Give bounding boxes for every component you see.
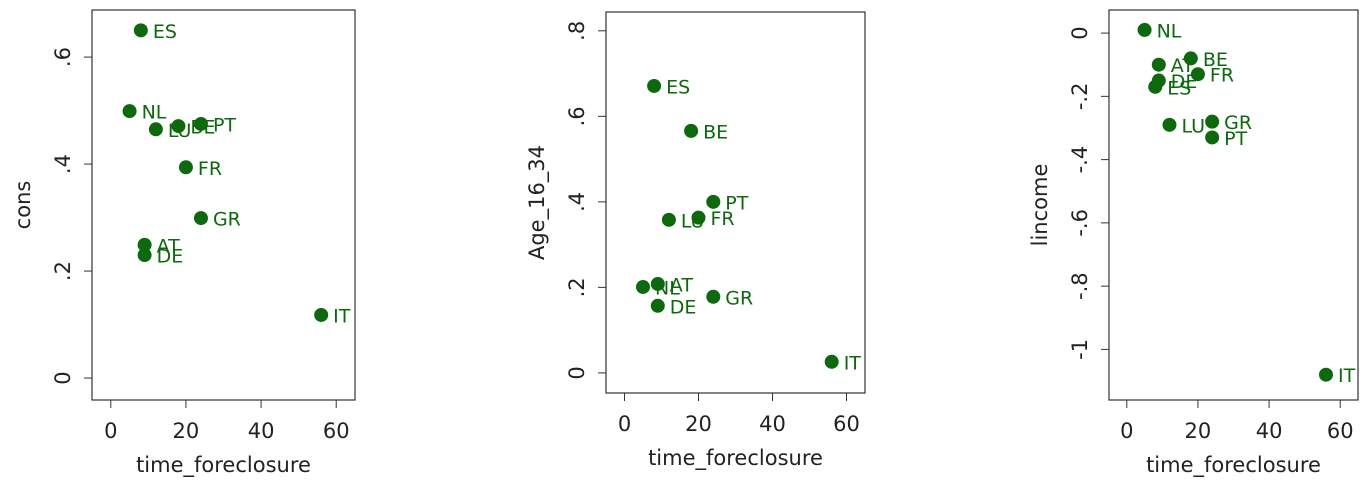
x-tick-label: 0 <box>618 412 631 436</box>
y-tick-label: -.6 <box>1068 209 1092 237</box>
point <box>647 78 662 93</box>
x-tick-label: 40 <box>1256 419 1283 443</box>
y-tick-label: -.8 <box>1068 272 1092 300</box>
point-label: FR <box>198 158 222 180</box>
y-tick-label: .8 <box>565 21 589 41</box>
point-label: AT <box>670 274 694 296</box>
point <box>1148 79 1163 94</box>
point <box>1205 130 1220 145</box>
point <box>684 123 699 138</box>
point <box>1205 114 1220 129</box>
point-label: NL <box>1157 20 1182 42</box>
x-axis-title: time_foreclosure <box>648 446 823 471</box>
point-label: PT <box>725 192 748 214</box>
y-axis-title: cons <box>11 181 35 230</box>
x-tick-label: 40 <box>759 412 786 436</box>
point <box>650 276 665 291</box>
point-label: GR <box>725 287 753 309</box>
point <box>650 298 665 313</box>
point <box>122 104 137 119</box>
x-tick-label: 60 <box>1327 419 1354 443</box>
y-tick-label: .6 <box>565 106 589 126</box>
point-label: ES <box>666 76 690 98</box>
point-label: ES <box>1167 77 1191 99</box>
point-label: GR <box>1224 112 1252 134</box>
point-label: PT <box>1224 128 1247 150</box>
point <box>1318 367 1333 382</box>
point <box>706 289 721 304</box>
y-tick-label: -.2 <box>1068 83 1092 111</box>
point-label: LU <box>1181 115 1205 137</box>
point <box>178 160 193 175</box>
point-label: BE <box>1203 49 1228 71</box>
point <box>148 122 163 137</box>
x-tick-label: 0 <box>104 419 117 443</box>
point-label: IT <box>844 352 862 374</box>
point <box>661 212 676 227</box>
x-tick-label: 20 <box>685 412 712 436</box>
point <box>137 248 152 263</box>
y-tick-label: -.4 <box>1068 146 1092 174</box>
point <box>1137 22 1152 37</box>
point-label: DE <box>670 296 697 318</box>
point-label: NL <box>142 102 167 124</box>
y-tick-label: .2 <box>565 277 589 297</box>
x-tick-label: 60 <box>323 419 350 443</box>
point-label: AT <box>157 235 181 257</box>
x-tick-label: 0 <box>1120 419 1133 443</box>
point-label: BE <box>703 121 728 143</box>
point <box>1162 117 1177 132</box>
point-label: GR <box>213 209 241 231</box>
x-axis-title: time_foreclosure <box>136 453 311 478</box>
y-tick-label: 0 <box>1068 26 1092 39</box>
y-tick-label: .6 <box>51 47 75 67</box>
plot-frame <box>605 11 866 394</box>
y-tick-label: 0 <box>565 366 589 379</box>
point <box>691 210 706 225</box>
y-axis-title: Age_16_34 <box>525 145 550 260</box>
point <box>193 116 208 131</box>
point-label: IT <box>333 305 351 327</box>
x-tick-label: 20 <box>1185 419 1212 443</box>
y-tick-label: -1 <box>1068 339 1092 360</box>
point-label: IT <box>1338 365 1356 387</box>
point <box>137 237 152 252</box>
plot-frame <box>91 9 356 401</box>
y-tick-label: 0 <box>51 371 75 384</box>
y-tick-label: .2 <box>51 261 75 281</box>
point <box>193 211 208 226</box>
point <box>636 279 650 294</box>
point <box>171 119 186 134</box>
point-label: ES <box>153 21 177 43</box>
y-axis-title: lincome <box>1028 164 1052 247</box>
point <box>1183 51 1198 66</box>
x-tick-label: 40 <box>248 419 275 443</box>
x-tick-label: 20 <box>173 419 200 443</box>
point <box>314 307 329 322</box>
point <box>824 354 839 369</box>
y-tick-label: .4 <box>51 154 75 174</box>
point-label: DE <box>1171 71 1198 93</box>
x-axis-title: time_foreclosure <box>1146 453 1321 478</box>
point-label: AT <box>1171 55 1195 77</box>
point-label: DE <box>157 246 184 268</box>
point <box>1190 67 1205 82</box>
x-tick-label: 60 <box>833 412 860 436</box>
plot-frame <box>1108 9 1359 401</box>
point-label: FR <box>711 208 735 230</box>
point <box>706 194 721 209</box>
point <box>1151 57 1166 72</box>
point-label: PT <box>213 114 236 136</box>
point-label: FR <box>1210 65 1234 87</box>
y-tick-label: .4 <box>565 192 589 212</box>
point <box>133 23 148 38</box>
